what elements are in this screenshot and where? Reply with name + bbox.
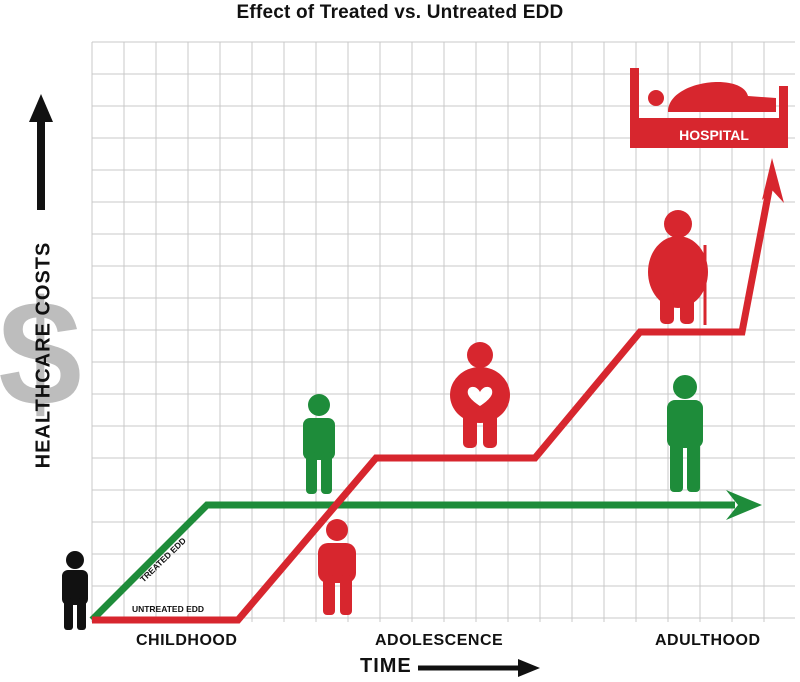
adult-treated-figure-icon	[667, 375, 703, 492]
heart-icon	[467, 386, 493, 406]
child-neutral-figure-icon	[62, 551, 88, 630]
untreated-edd-label: UNTREATED EDD	[132, 604, 204, 614]
hospital-label: HOSPITAL	[679, 127, 749, 143]
x-axis-label: TIME	[360, 655, 412, 677]
treated-edd-line	[89, 490, 762, 623]
treated-edd-label: TREATED EDD	[138, 535, 188, 584]
adolescent-untreated-figure-icon	[450, 342, 510, 448]
adult-untreated-figure-icon	[648, 210, 708, 325]
untreated-edd-line	[92, 158, 784, 624]
stage-childhood-label: CHILDHOOD	[136, 632, 238, 649]
y-axis-arrow-icon	[29, 94, 53, 210]
diagram-title: Effect of Treated vs. Untreated EDD	[236, 2, 564, 23]
y-axis-label: HEALTHCARE COSTS	[32, 241, 55, 469]
child-untreated-figure-icon	[318, 519, 356, 615]
stage-adolescence-label: ADOLESCENCE	[375, 632, 504, 649]
child-treated-figure-icon	[303, 394, 335, 494]
hospital-bed-icon	[630, 68, 788, 148]
stage-adulthood-label: ADULTHOOD	[655, 632, 761, 649]
dollar-sign-icon: $	[0, 269, 82, 437]
time-arrow-icon	[418, 659, 540, 677]
